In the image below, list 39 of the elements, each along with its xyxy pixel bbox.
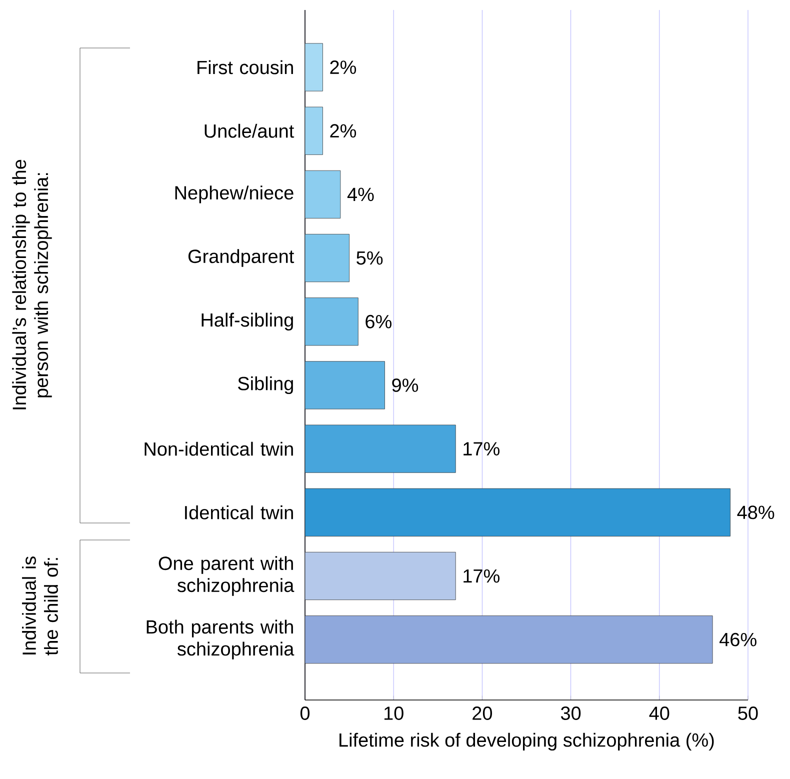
- data-label: 48%: [737, 506, 774, 520]
- bar: [304, 552, 456, 600]
- data-label: 17%: [464, 569, 500, 583]
- data-label: 4%: [347, 188, 374, 202]
- x-tick-label: 0: [300, 706, 310, 720]
- data-label: 9%: [392, 378, 418, 392]
- x-tick-label: 10: [384, 706, 404, 720]
- y-tick-label: Uncle/aunt: [204, 124, 294, 138]
- data-label: 2%: [330, 60, 356, 74]
- text: Individual is the child of:: [22, 556, 58, 656]
- bar: [304, 106, 323, 155]
- x-tick-label: 50: [738, 706, 758, 720]
- bar: [304, 361, 385, 410]
- y-tick-label: Both parents with schizophrenia: [146, 620, 294, 660]
- bar: [304, 488, 730, 536]
- bar: [304, 616, 713, 664]
- data-label: 2%: [330, 124, 356, 138]
- data-label: 46%: [720, 632, 756, 646]
- y-tick-label: Grandparent: [188, 249, 294, 267]
- y-tick-label: Sibling: [238, 376, 293, 394]
- bar: [304, 234, 350, 282]
- y-tick-label: Identical twin: [185, 505, 293, 520]
- x-tick-label: 40: [649, 706, 670, 720]
- data-label: 5%: [356, 251, 383, 265]
- bar: [304, 298, 358, 346]
- y-tick-label: One parent with schizophrenia: [158, 556, 294, 596]
- data-label: 6%: [366, 314, 392, 328]
- bar: [304, 424, 456, 473]
- y-tick-label: Non-identical twin: [144, 442, 293, 456]
- x-axis-title: Lifetime risk of developing schizophrenia (%): [340, 732, 714, 751]
- text: Individual’s relationship to the person with schizophrenia:: [12, 160, 52, 410]
- data-label: 17%: [464, 442, 500, 456]
- y-tick-label: First cousin: [198, 60, 293, 74]
- bar: [304, 43, 323, 92]
- y-tick-label: Nephew/niece: [175, 186, 294, 204]
- bar: [304, 170, 341, 218]
- y-tick-label: Half-sibling: [202, 312, 293, 330]
- x-tick-label: 20: [472, 706, 492, 720]
- x-tick-label: 30: [560, 706, 581, 720]
